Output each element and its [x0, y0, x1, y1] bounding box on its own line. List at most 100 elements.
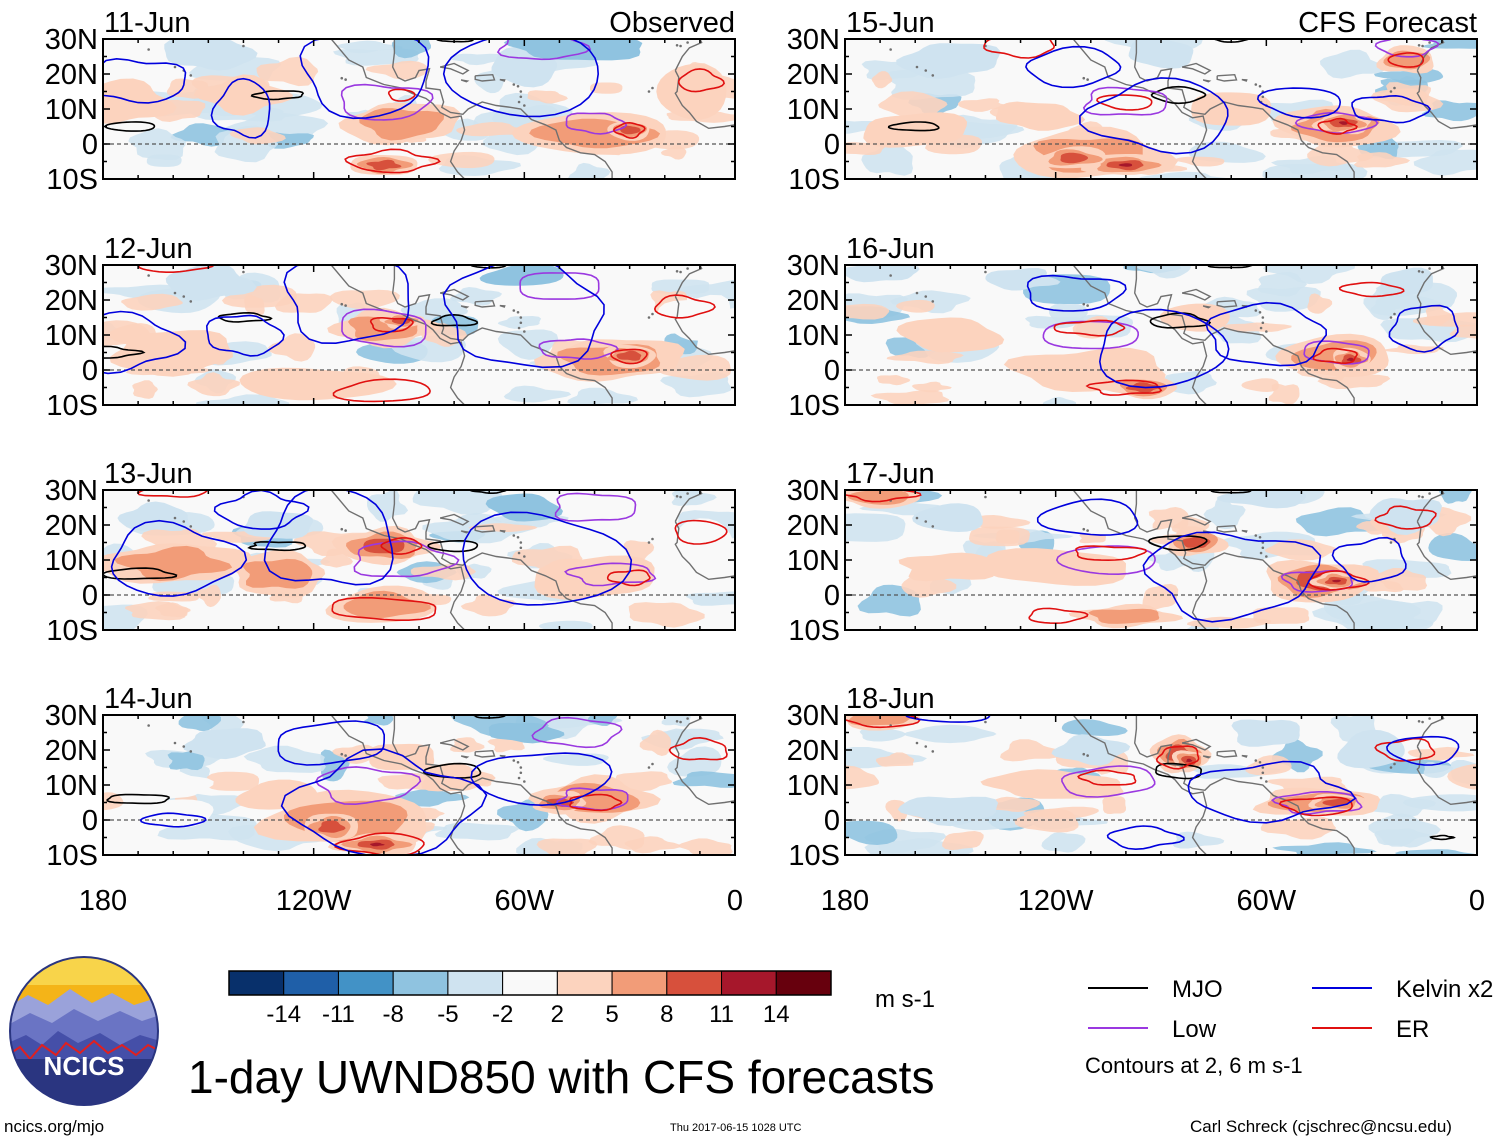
island	[924, 520, 928, 523]
contour-low	[1294, 112, 1379, 134]
anomaly-negative	[1128, 39, 1194, 69]
anomaly-negative	[1246, 286, 1321, 312]
anomaly-negative	[567, 387, 639, 405]
contour-er	[568, 793, 623, 812]
island	[189, 525, 193, 528]
contour-er	[606, 569, 651, 587]
island	[1259, 776, 1263, 780]
coastline	[671, 490, 703, 522]
colorbar-swatch	[283, 970, 339, 996]
anomaly-positive	[527, 90, 568, 104]
contour-kelvin	[1079, 77, 1229, 155]
contour-er	[332, 378, 431, 403]
y-tick-label: 10N	[45, 770, 98, 802]
coastline	[439, 288, 470, 301]
coastline	[674, 70, 735, 130]
island	[1417, 495, 1421, 498]
contour-kelvin	[110, 519, 248, 597]
anomaly-negative	[1042, 396, 1077, 405]
contour-mjo	[469, 265, 507, 269]
island	[1421, 720, 1424, 724]
panel-field	[103, 39, 735, 179]
coastline	[499, 78, 506, 82]
contour-er	[1155, 745, 1200, 770]
coastline	[1181, 288, 1212, 301]
island	[1086, 304, 1089, 307]
contour-kelvin	[1256, 87, 1342, 119]
anomaly-positive	[911, 381, 952, 393]
anomaly-positive	[985, 796, 1040, 812]
contour-er	[1387, 52, 1425, 68]
x-tick-label: 120W	[1018, 885, 1094, 917]
coastline	[1241, 754, 1248, 758]
island	[647, 316, 651, 319]
anomaly-negative	[485, 493, 563, 522]
island	[889, 48, 892, 51]
contour-kelvin	[470, 752, 613, 807]
anomaly-negative	[1368, 813, 1441, 847]
anomaly-positive	[1102, 796, 1126, 814]
colorbar-swatch	[228, 970, 285, 996]
anomaly-positive	[1187, 616, 1272, 629]
coastline	[460, 755, 470, 759]
anomaly-7	[1088, 608, 1160, 624]
contour-mjo	[1429, 834, 1456, 841]
island	[523, 330, 526, 333]
coastline	[296, 490, 466, 630]
island	[1261, 321, 1265, 325]
contour-kelvin	[904, 715, 991, 723]
island	[1261, 766, 1265, 769]
contour-low	[341, 308, 427, 348]
island	[242, 44, 245, 48]
anomaly-positive	[628, 602, 705, 628]
island	[924, 745, 928, 748]
contour-note: Contours at 2, 6 m s-1	[1085, 1053, 1303, 1078]
contour-mjo	[1212, 39, 1251, 43]
island	[651, 537, 654, 541]
island	[924, 295, 928, 298]
contour-kelvin	[1205, 301, 1328, 367]
island	[1417, 270, 1421, 273]
anomaly-positive	[365, 60, 430, 80]
logo-text: NCICS	[43, 1051, 125, 1081]
island	[182, 295, 186, 298]
anomaly-9	[1338, 121, 1348, 125]
anomaly-positive	[878, 91, 948, 119]
contour-mjo	[470, 490, 507, 494]
anomaly-negative	[672, 771, 735, 788]
coastline	[1241, 529, 1248, 533]
island	[1389, 766, 1393, 769]
y-tick-label: 30N	[787, 700, 840, 732]
footer-left[interactable]: ncics.org/mjo	[4, 1117, 105, 1136]
anomaly-negative	[686, 591, 735, 606]
anomaly-7	[848, 715, 912, 726]
coastline	[1202, 755, 1212, 759]
legend-label: Kelvin x2	[1396, 976, 1493, 1003]
island	[931, 750, 935, 753]
anomaly-positive	[1260, 817, 1336, 840]
coastline	[1038, 39, 1208, 179]
x-tick-label: 60W	[1237, 885, 1297, 917]
island	[1261, 546, 1265, 550]
anomaly-negative	[195, 394, 290, 405]
footer-credit: Carl Schreck (cjschrec@ncsu.edu)	[1190, 1117, 1452, 1136]
contour-low	[496, 39, 592, 61]
colorbar-swatch	[611, 970, 668, 996]
anomaly-6	[368, 743, 435, 771]
island	[1254, 83, 1258, 86]
anomaly-8	[616, 350, 642, 361]
anomaly-positive	[1023, 806, 1099, 819]
y-tick-label: 30N	[787, 24, 840, 56]
y-tick-label: 30N	[45, 475, 98, 507]
anomaly-negative	[1041, 832, 1086, 853]
contour-er	[136, 490, 208, 498]
contour-kelvin	[1388, 304, 1459, 353]
coastline	[1413, 265, 1445, 297]
anomaly-negative	[1262, 265, 1356, 285]
island	[1082, 527, 1086, 531]
anomaly-6	[980, 769, 1124, 799]
island	[516, 310, 520, 314]
island	[523, 780, 526, 783]
